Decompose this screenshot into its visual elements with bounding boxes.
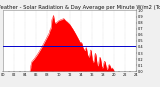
Title: Milwaukee Weather - Solar Radiation & Day Average per Minute W/m2 (Today): Milwaukee Weather - Solar Radiation & Da… <box>0 5 160 10</box>
